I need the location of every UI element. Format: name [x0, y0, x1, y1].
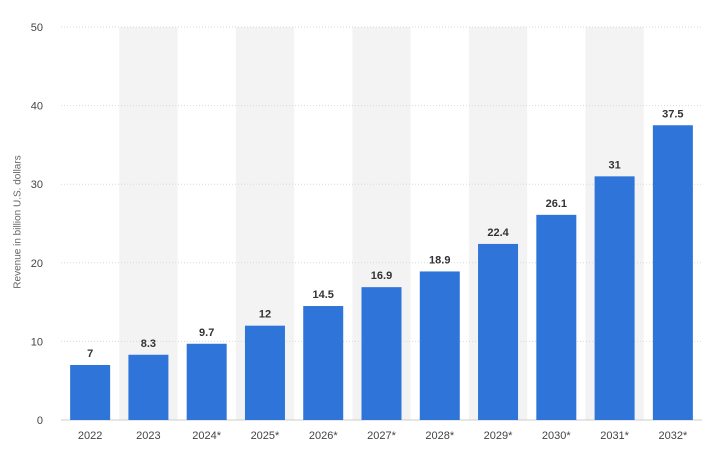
- x-tick-label: 2023: [136, 430, 160, 442]
- y-tick-label: 0: [37, 415, 43, 427]
- value-label: 7: [87, 348, 93, 360]
- x-tick-label: 2029*: [484, 430, 513, 442]
- value-label: 26.1: [546, 198, 567, 210]
- x-tick-label: 2026*: [309, 430, 338, 442]
- bars-group: [70, 125, 693, 420]
- value-label: 16.9: [371, 270, 392, 282]
- bar: [186, 343, 227, 420]
- x-tick-label: 2028*: [425, 430, 454, 442]
- x-tick-label: 2024*: [192, 430, 221, 442]
- x-tick-label: 2030*: [542, 430, 571, 442]
- value-label: 14.5: [313, 289, 334, 301]
- bar: [419, 271, 460, 420]
- y-tick-label: 20: [31, 258, 43, 270]
- bar: [244, 325, 285, 420]
- bar: [70, 364, 111, 420]
- y-axis-title: Revenue in billion U.S. dollars: [12, 155, 24, 289]
- x-tick-labels-group: 2022 2023 2024* 2025* 2026* 2027* 2028* 2029* 20…: [78, 430, 688, 442]
- y-tick-label: 50: [31, 22, 43, 34]
- x-tick-label: 2031*: [600, 430, 629, 442]
- x-tick-label: 2022: [78, 430, 102, 442]
- value-label: 9.7: [199, 327, 214, 339]
- y-tick-labels-group: 0 10 20 30 40 50: [31, 22, 43, 427]
- y-tick-label: 10: [31, 336, 43, 348]
- bar: [536, 214, 577, 420]
- bar: [652, 125, 693, 420]
- value-label: 31: [608, 159, 620, 171]
- bar: [594, 176, 635, 420]
- x-tick-label: 2032*: [658, 430, 687, 442]
- value-label: 18.9: [429, 254, 450, 266]
- bar: [478, 243, 519, 420]
- background-band: [119, 27, 178, 420]
- value-labels-group: 7 8.3 9.7 12 14.5 16.9 18.9 22.4 26.1 31 37.5: [87, 108, 684, 360]
- y-tick-label: 30: [31, 179, 43, 191]
- value-label: 8.3: [141, 338, 156, 350]
- x-tick-label: 2025*: [251, 430, 280, 442]
- value-label: 12: [259, 309, 271, 321]
- y-tick-label: 40: [31, 101, 43, 113]
- bar: [361, 287, 402, 420]
- value-label: 22.4: [487, 227, 509, 239]
- value-label: 37.5: [662, 108, 683, 120]
- x-tick-label: 2027*: [367, 430, 396, 442]
- bar: [128, 354, 169, 420]
- bar: [303, 306, 344, 420]
